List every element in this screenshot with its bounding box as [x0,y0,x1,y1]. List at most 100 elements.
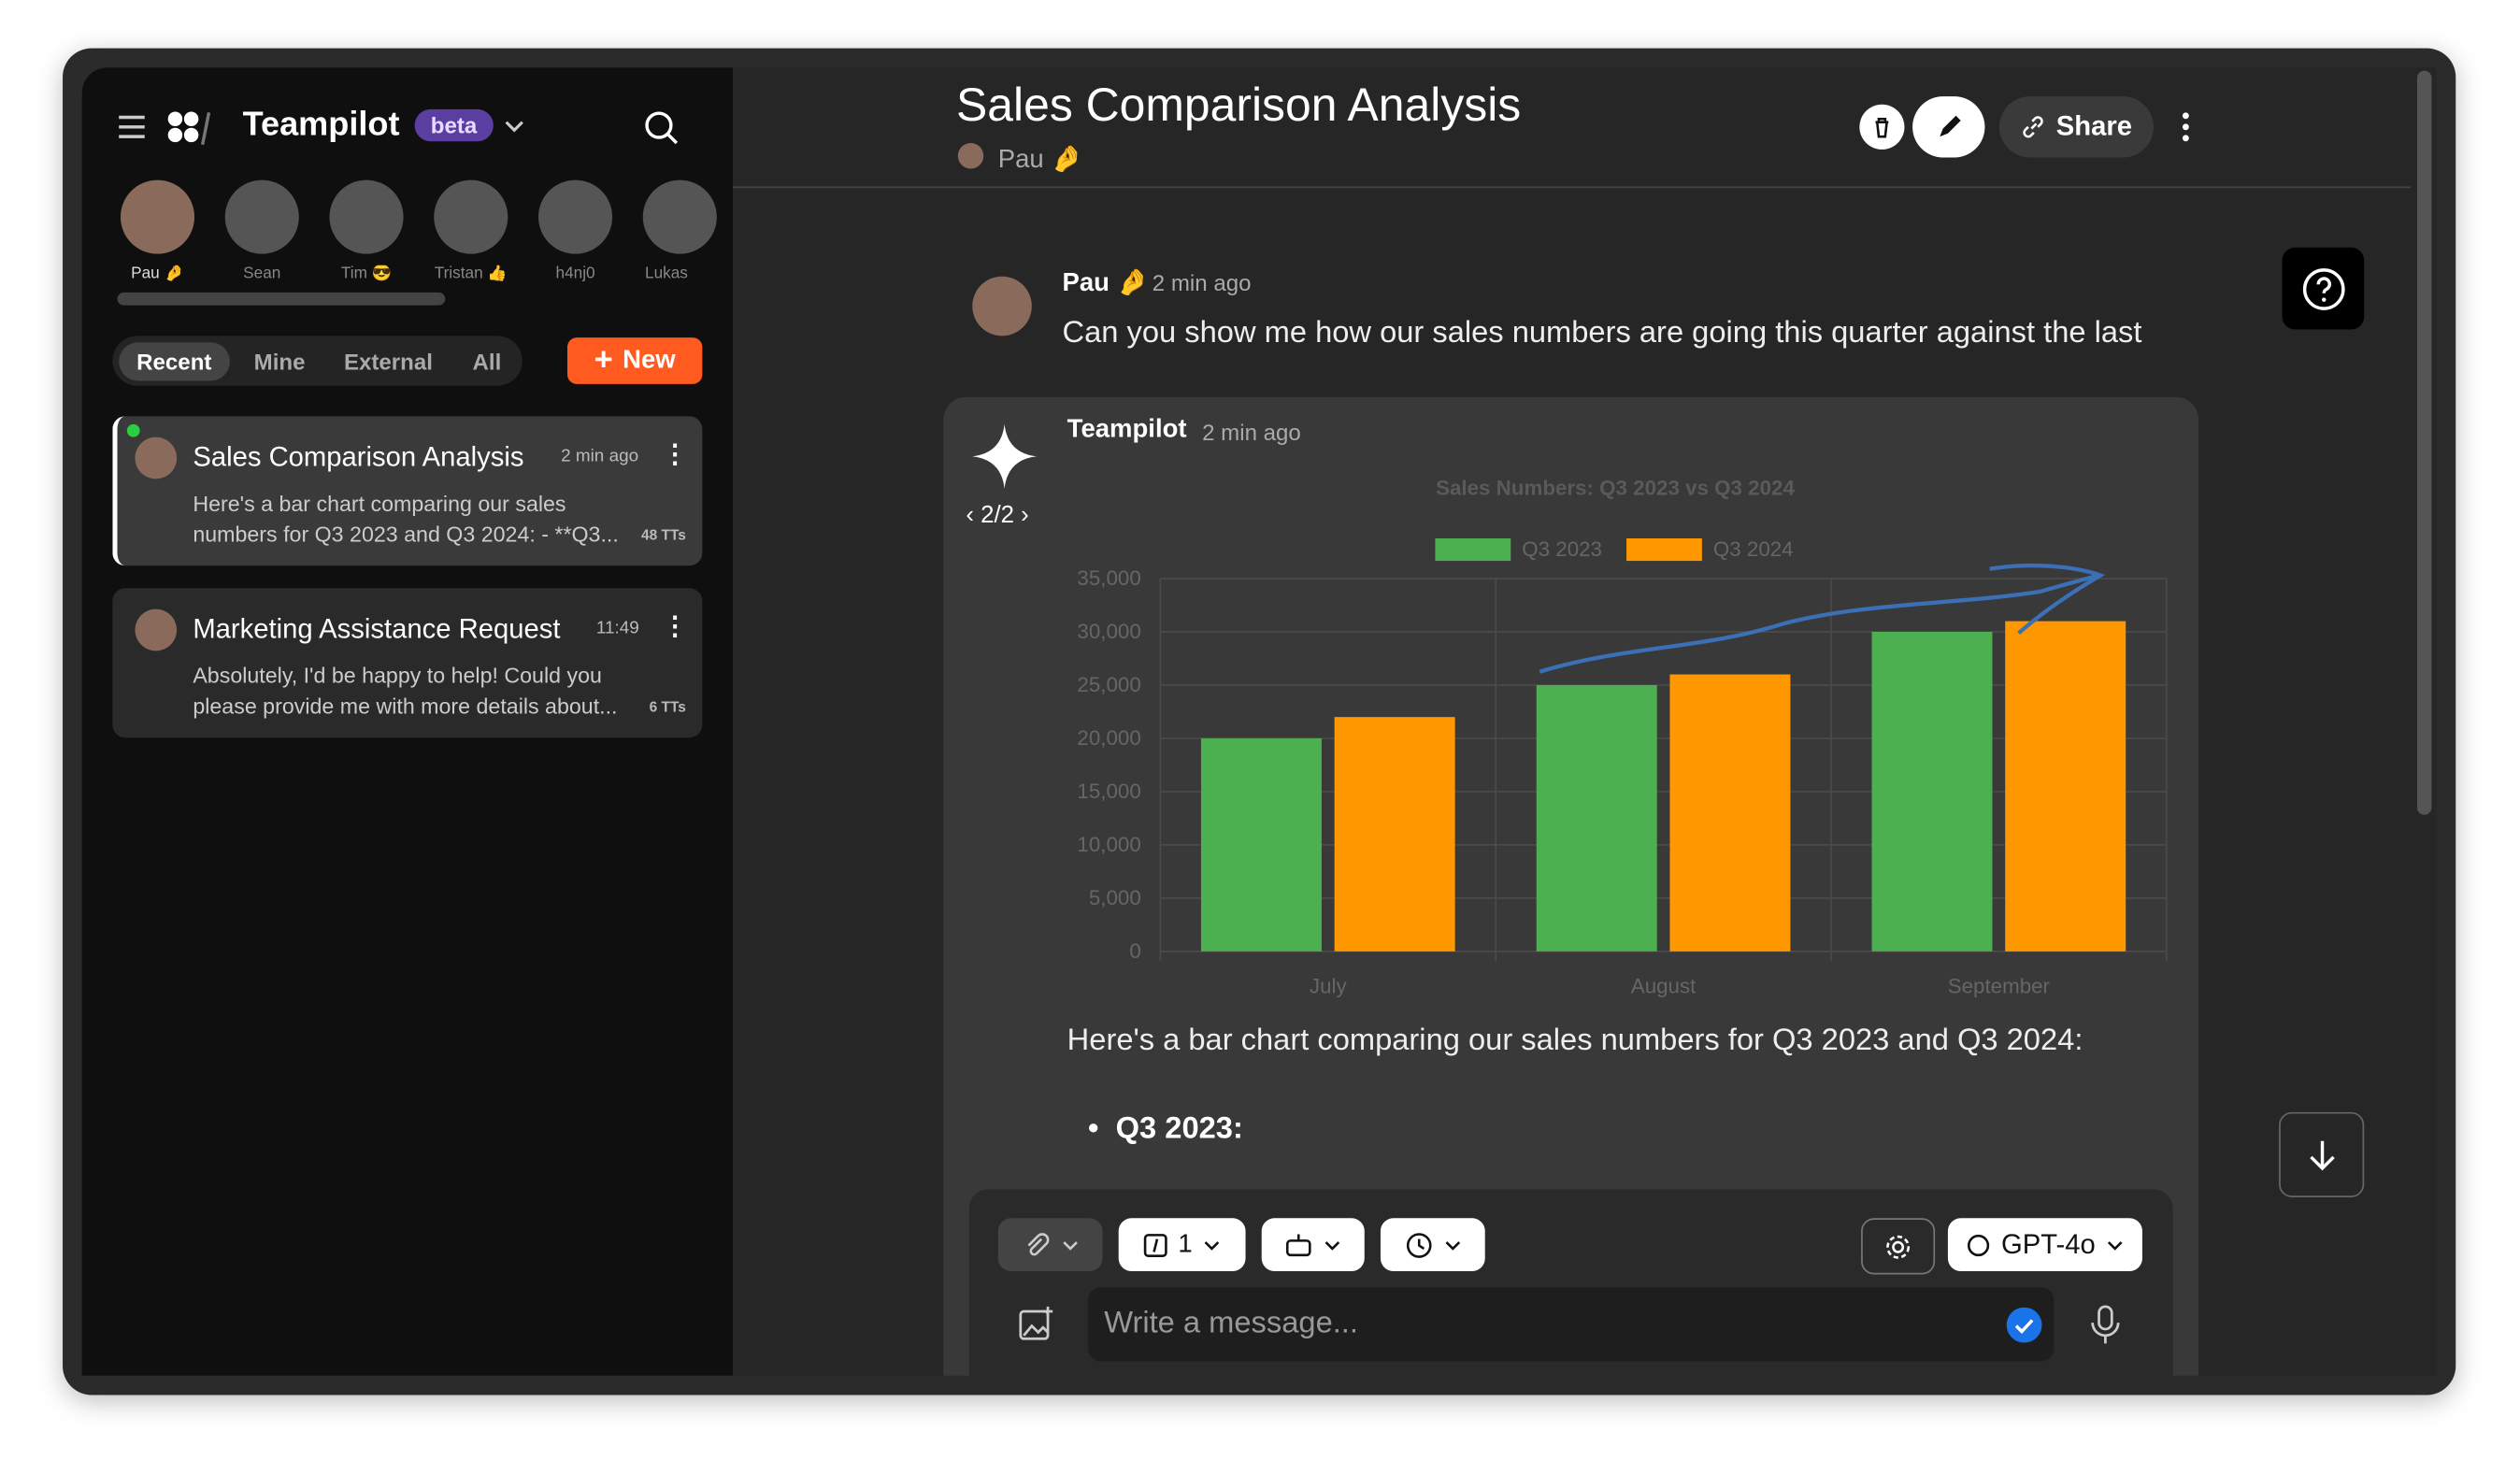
bar [1334,717,1455,952]
y-tick-label: 5,000 [1089,886,1141,909]
user-avatar[interactable] [434,179,508,254]
more-icon[interactable] [2176,109,2196,145]
tab[interactable]: All [472,349,502,375]
settings-button[interactable] [1861,1218,1936,1275]
legend-label: Q3 2024 [1713,537,1794,561]
message-input[interactable] [1088,1287,2055,1362]
y-tick-label: 20,000 [1077,726,1140,750]
legend-label: Q3 2023 [1522,537,1602,561]
badge: beta [414,108,494,142]
model-label: GPT-4o [2001,1228,2096,1260]
tab[interactable]: External [343,349,433,375]
schedule-button[interactable] [1380,1218,1485,1272]
owner: Pau 🤌 [997,146,1083,174]
annotation-arrow [1539,563,2106,674]
delete-button[interactable] [1859,104,1905,150]
divider [733,186,2412,189]
title: Sales Comparison Analysis [956,79,1522,132]
conv-tokens: 6 TTs [649,698,686,716]
new-button[interactable]: + New [566,337,703,384]
share-label: Share [2055,110,2132,142]
scrollbar [2416,70,2432,815]
pager-label: 2/2 [981,501,1014,529]
legend-swatch [1435,537,1511,562]
x-tick-label: August [1631,975,1697,998]
brand: Teampilot [242,106,400,144]
y-tick-label: 30,000 [1077,620,1140,643]
user-name: Pau 🤌 [131,265,184,283]
image-icon[interactable] [1017,1305,1055,1343]
bullet-text: Q3 2023: [1115,1111,1243,1146]
chart-title: Sales Numbers: Q3 2023 vs Q3 2024 [1436,477,1795,500]
tab[interactable]: Recent [119,342,230,381]
conv-menu[interactable]: ⋮ [662,441,688,470]
edit-button[interactable] [1912,96,1985,158]
help-button[interactable] [2282,247,2365,330]
author: Teampilot [1067,416,1187,444]
conv-time: 2 min ago [561,446,639,466]
tab[interactable]: Mine [253,349,306,375]
conversation[interactable] [112,416,703,566]
bar [1200,737,1322,952]
x-tick-label: September [1948,975,2051,998]
conv-menu[interactable]: ⋮ [662,613,688,642]
user-avatar [972,276,1032,336]
files-button[interactable]: 1 [1118,1218,1246,1272]
conv-title: Sales Comparison Analysis [193,441,524,473]
bar [1871,631,1993,952]
placeholder: Write a message... [1104,1306,1358,1340]
user-name: Sean [243,265,281,283]
new-label: New [623,346,676,374]
search-icon[interactable] [643,109,681,148]
conv-preview: Here's a bar chart comparing our sales n… [193,492,619,547]
legend-swatch [1626,537,1702,562]
user-avatar[interactable] [224,179,299,254]
user-name: Tim 😎 [340,265,393,283]
user-name: Tristan 👍 [434,265,508,283]
x-tick-label: July [1310,975,1348,998]
assistant-icon [972,423,1038,489]
y-tick-label: 0 [1129,939,1140,963]
mic-icon[interactable] [2089,1303,2121,1345]
y-tick-label: 15,000 [1077,780,1140,803]
scroll-down-button[interactable] [2279,1111,2365,1197]
y-tick-label: 25,000 [1077,673,1140,696]
scrollbar [117,292,446,306]
message-text: Here's a bar chart comparing our sales n… [1067,1023,2083,1058]
model-button[interactable]: GPT-4o [1947,1218,2142,1272]
bullet: • Q3 2023: [1088,1111,1243,1146]
conv-tokens: 48 TTs [641,526,686,544]
online-dot [126,423,140,437]
user-avatar[interactable] [120,179,195,254]
bar [1536,684,1657,952]
y-tick-label: 35,000 [1077,566,1140,590]
message-text: Can you show me how our sales numbers ar… [1062,316,2142,351]
y-tick-label: 10,000 [1077,833,1140,856]
user-name: Lukas Ma [645,265,715,283]
bar [2005,621,2126,952]
pager[interactable]: ‹ 2/2 › [966,501,1029,529]
time: 2 min ago [1202,419,1301,446]
attach-button[interactable] [997,1218,1103,1272]
owner-avatar [957,143,984,169]
conv-preview: Absolutely, I'd be happy to help! Could … [193,664,618,719]
user-avatar[interactable] [642,179,717,254]
conv-avatar [135,436,178,479]
author: Pau 🤌 [1062,269,1149,298]
user-avatar[interactable] [329,179,404,254]
check-icon [2006,1307,2042,1343]
user-name: h4nj0 [555,265,595,283]
menu-icons[interactable] [116,109,212,148]
bot-button[interactable] [1261,1218,1365,1272]
files-count: 1 [1178,1230,1193,1258]
time: 2 min ago [1152,269,1252,296]
user-avatar[interactable] [537,179,613,254]
conv-title: Marketing Assistance Request [193,613,561,645]
conv-time: 11:49 [595,618,639,638]
share-button[interactable]: Share [1998,96,2154,158]
conversation[interactable] [112,588,703,738]
bar [1669,674,1791,952]
chevron[interactable] [501,116,527,138]
